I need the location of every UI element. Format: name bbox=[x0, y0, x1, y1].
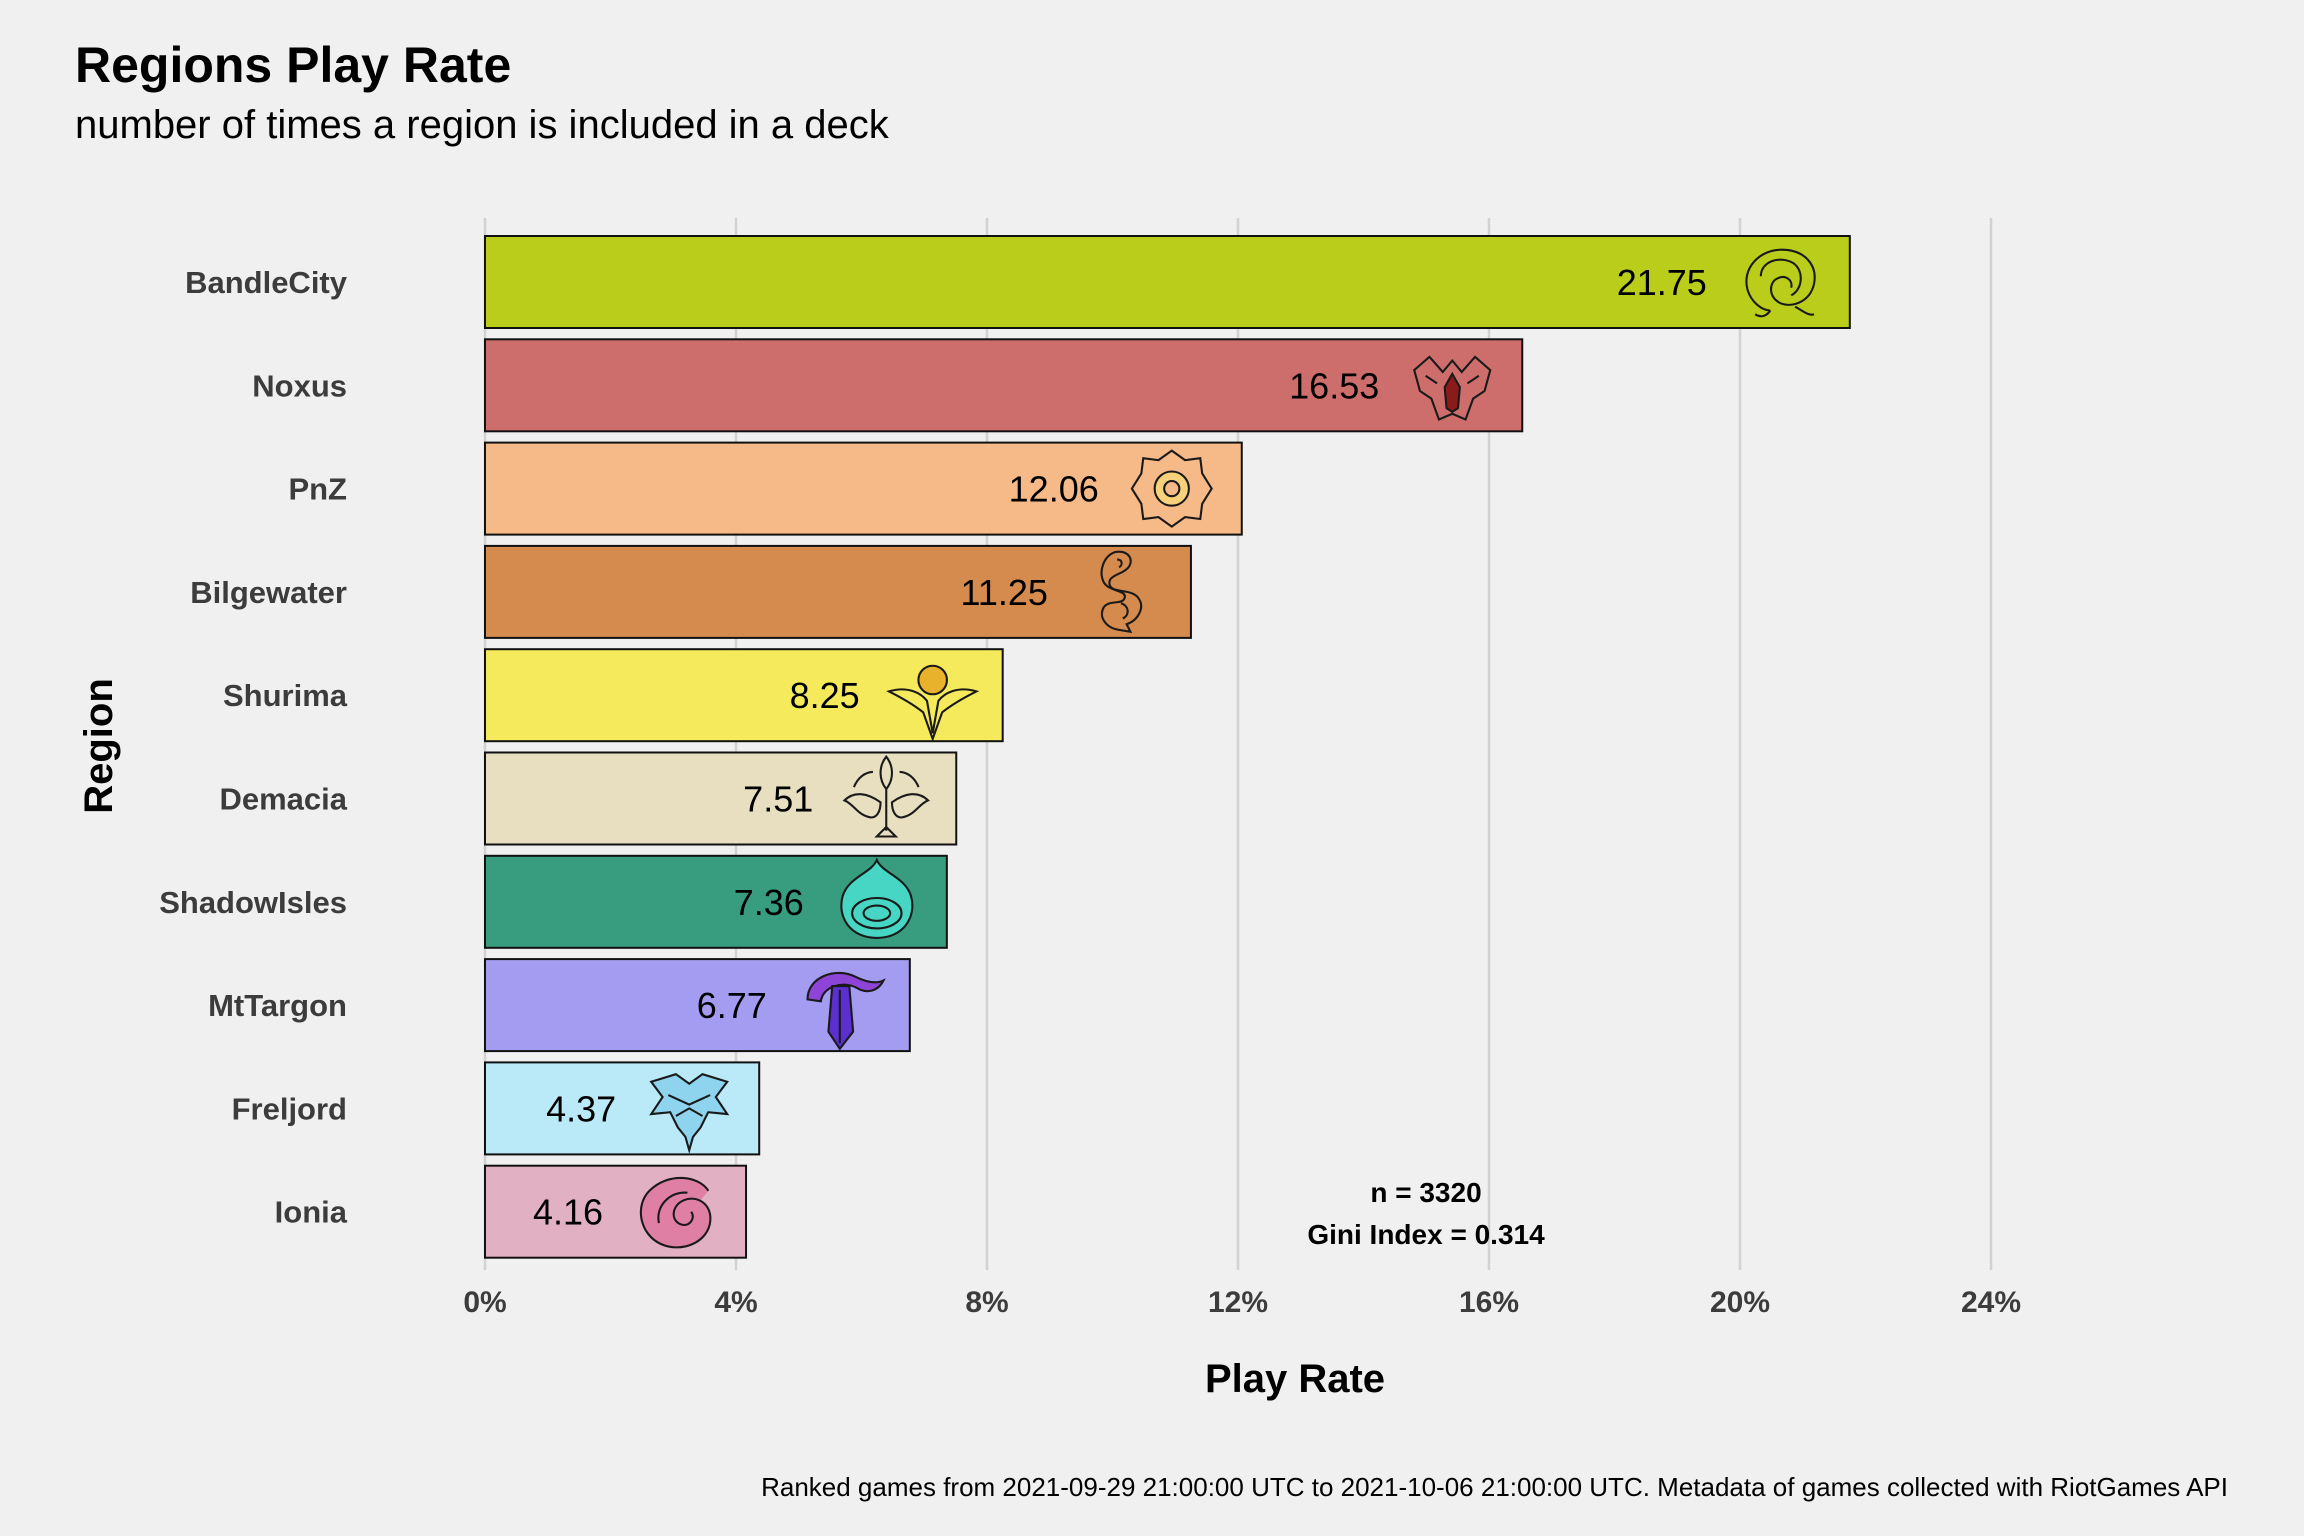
bar bbox=[484, 648, 1004, 743]
bar-value-label: 11.25 bbox=[961, 572, 1048, 613]
x-tick-labels: 0% 4% 8% 12% 16% 20% 24% bbox=[463, 1286, 2021, 1319]
y-tick-labels: BandleCity Noxus PnZ Bilgewater Shurima Demac… bbox=[159, 265, 348, 1230]
x-tick-label: 16% bbox=[1459, 1286, 1519, 1319]
bar-value-label: 6.77 bbox=[697, 985, 767, 1026]
bar-value-label: 7.51 bbox=[743, 779, 813, 820]
bar bbox=[484, 235, 1851, 329]
bar-value-label: 12.06 bbox=[1009, 469, 1099, 510]
bar bbox=[484, 751, 958, 846]
shurima-icon bbox=[886, 664, 980, 743]
y-tick-label: Bilgewater bbox=[190, 575, 347, 610]
y-tick-label: PnZ bbox=[288, 472, 347, 507]
x-tick-label: 20% bbox=[1710, 1286, 1770, 1319]
chart-subtitle: number of times a region is included in … bbox=[75, 103, 890, 147]
freljord-icon bbox=[649, 1073, 730, 1155]
y-axis-title: Region bbox=[77, 678, 121, 814]
piltover-zaun-icon bbox=[1130, 449, 1213, 528]
bar-value-label: 8.25 bbox=[790, 675, 860, 716]
bar-value-label: 7.36 bbox=[734, 882, 804, 923]
shadow-isles-icon bbox=[840, 857, 914, 939]
y-tick-label: MtTargon bbox=[208, 988, 347, 1023]
bars: 21.75 16.53 12.06 11.25 8.25 7.51 7.36 6.77 4.37… bbox=[484, 235, 1851, 1259]
y-tick-label: Noxus bbox=[252, 368, 347, 403]
y-tick-label: BandleCity bbox=[185, 265, 348, 300]
bar-value-label: 4.16 bbox=[533, 1192, 603, 1233]
bar-value-label: 21.75 bbox=[1617, 262, 1707, 303]
gini-index-annotation: Gini Index = 0.314 bbox=[1307, 1219, 1545, 1250]
demacia-icon bbox=[842, 755, 930, 838]
ionia-icon bbox=[639, 1176, 712, 1249]
x-axis-title: Play Rate bbox=[1205, 1357, 1385, 1401]
x-tick-label: 4% bbox=[714, 1286, 757, 1319]
chart-title: Regions Play Rate bbox=[75, 37, 511, 93]
mount-targon-icon bbox=[806, 971, 886, 1051]
bar-value-label: 4.37 bbox=[546, 1088, 616, 1129]
x-tick-label: 24% bbox=[1961, 1286, 2021, 1319]
bandle-city-icon bbox=[1745, 248, 1816, 318]
x-tick-label: 0% bbox=[463, 1286, 506, 1319]
noxus-icon bbox=[1413, 355, 1492, 421]
chart-caption: Ranked games from 2021-09-29 21:00:00 UT… bbox=[761, 1472, 2228, 1502]
sample-size-annotation: n = 3320 bbox=[1370, 1177, 1481, 1208]
bar-value-label: 16.53 bbox=[1289, 365, 1379, 406]
y-tick-label: Shurima bbox=[223, 678, 348, 713]
y-tick-label: Ionia bbox=[275, 1195, 348, 1230]
y-tick-label: Freljord bbox=[232, 1091, 347, 1126]
y-tick-label: ShadowIsles bbox=[159, 885, 347, 920]
x-tick-label: 8% bbox=[965, 1286, 1008, 1319]
bilgewater-icon bbox=[1100, 550, 1143, 634]
y-tick-label: Demacia bbox=[219, 782, 347, 817]
bar bbox=[484, 441, 1243, 536]
x-tick-label: 12% bbox=[1208, 1286, 1268, 1319]
bar bbox=[484, 544, 1192, 639]
bar bbox=[484, 338, 1524, 433]
